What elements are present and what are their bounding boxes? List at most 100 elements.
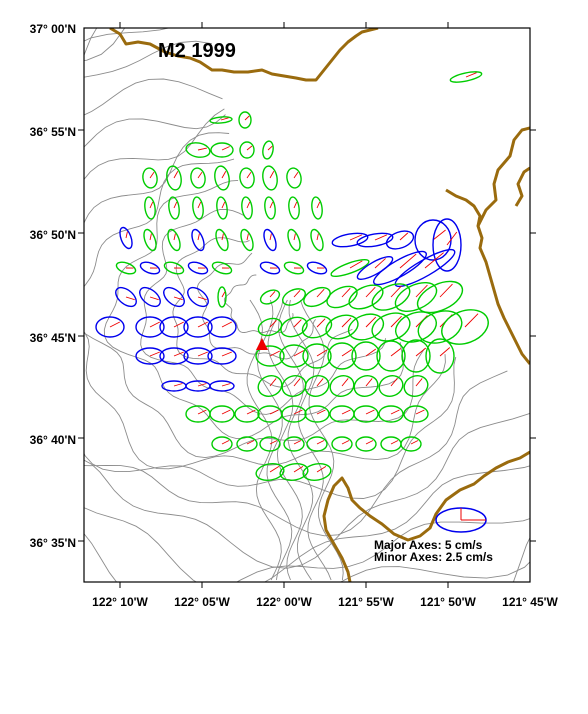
phase-line bbox=[221, 321, 233, 328]
lat-label-36-50: 36° 50'N bbox=[30, 228, 76, 242]
phase-line bbox=[125, 267, 134, 269]
tidal-ellipse bbox=[304, 405, 330, 423]
ellipse-outline bbox=[330, 259, 370, 277]
tidal-ellipse bbox=[163, 286, 185, 308]
phase-line bbox=[349, 260, 363, 269]
tidal-ellipse bbox=[115, 261, 137, 275]
lon-label-121-55: 121° 55'W bbox=[338, 595, 394, 609]
phase-line bbox=[349, 234, 363, 241]
tidal-ellipse bbox=[303, 286, 331, 308]
ellipse-outline bbox=[214, 165, 230, 191]
ellipse-outline bbox=[286, 167, 302, 189]
tidal-ellipse bbox=[234, 405, 260, 423]
tidal-ellipse bbox=[183, 316, 213, 338]
tidal-ellipse bbox=[348, 284, 384, 310]
phase-line bbox=[316, 267, 325, 269]
phase-line bbox=[424, 252, 444, 269]
tidal-ellipse bbox=[380, 436, 402, 452]
contour-line bbox=[197, 252, 316, 360]
phase-line bbox=[246, 145, 253, 151]
phase-line bbox=[432, 229, 446, 241]
tidal-ellipse bbox=[217, 286, 227, 308]
ellipse-outline bbox=[211, 436, 233, 452]
ellipse-outline bbox=[209, 405, 235, 423]
phase-line bbox=[246, 201, 251, 209]
phase-line bbox=[269, 267, 278, 269]
phase-line bbox=[316, 378, 324, 387]
phase-line bbox=[415, 409, 425, 415]
tidal-ellipse bbox=[190, 167, 206, 189]
phase-line bbox=[246, 171, 252, 179]
tidal-ellipse bbox=[432, 218, 462, 272]
tidal-ellipse bbox=[326, 285, 358, 309]
tidal-ellipses bbox=[95, 71, 489, 481]
ellipse-outline bbox=[376, 340, 406, 372]
ellipse-outline bbox=[190, 167, 206, 189]
phase-line bbox=[197, 409, 207, 415]
tidal-ellipse bbox=[139, 261, 161, 275]
phase-line bbox=[173, 296, 183, 301]
phase-line bbox=[341, 409, 351, 415]
phase-line bbox=[197, 267, 206, 269]
phase-line bbox=[173, 321, 185, 328]
phase-line bbox=[415, 378, 423, 387]
tidal-ellipse bbox=[143, 228, 157, 252]
ellipse-outline bbox=[217, 286, 227, 308]
ellipse-outline bbox=[259, 289, 281, 305]
ellipse-outline bbox=[353, 375, 379, 397]
contour-line bbox=[103, 179, 404, 440]
ellipse-outline bbox=[347, 313, 385, 341]
ellipse-outline bbox=[115, 286, 137, 308]
phase-line bbox=[293, 289, 301, 298]
tidal-ellipse bbox=[449, 71, 483, 83]
phase-line bbox=[269, 320, 277, 328]
phase-line bbox=[267, 145, 273, 151]
tidal-ellipse bbox=[209, 405, 235, 423]
phase-line bbox=[246, 409, 256, 415]
tidal-ellipse bbox=[310, 228, 324, 252]
phase-line bbox=[109, 321, 121, 328]
tidal-ellipse bbox=[259, 289, 281, 305]
phase-line bbox=[244, 115, 250, 121]
ellipse-outline bbox=[304, 375, 330, 397]
tidal-ellipse bbox=[351, 341, 381, 371]
tidal-ellipse bbox=[281, 375, 307, 397]
tidal-ellipse bbox=[306, 261, 328, 275]
phase-line bbox=[149, 321, 161, 328]
tidal-ellipse bbox=[207, 347, 237, 365]
ellipse-outline bbox=[351, 341, 381, 371]
ellipse-outline bbox=[279, 463, 309, 481]
tidal-ellipse bbox=[311, 196, 323, 220]
phase-line bbox=[316, 233, 319, 241]
contour-canyon bbox=[299, 299, 344, 581]
phase-line bbox=[341, 440, 350, 445]
map-frame bbox=[83, 27, 531, 583]
coastline-east-inlet bbox=[514, 166, 530, 207]
phase-line bbox=[173, 201, 178, 209]
phase-line bbox=[341, 317, 352, 328]
ellipse-outline bbox=[159, 347, 189, 365]
ellipse-outline bbox=[255, 463, 285, 481]
ellipse-outline bbox=[262, 165, 278, 191]
ellipse-outline bbox=[163, 286, 185, 308]
tidal-ellipse bbox=[216, 196, 228, 220]
phase-line bbox=[399, 232, 409, 241]
tidal-ellipse bbox=[378, 375, 404, 397]
phase-line bbox=[316, 465, 327, 473]
tidal-ellipse bbox=[238, 111, 252, 129]
coastline-monterey-east bbox=[445, 188, 530, 365]
ellipse-outline bbox=[400, 436, 422, 452]
ellipse-outline bbox=[417, 310, 463, 344]
lon-label-122-00: 122° 00'W bbox=[256, 595, 312, 609]
ellipse-outline bbox=[403, 375, 429, 397]
contour-line bbox=[84, 40, 530, 582]
ellipse-outline bbox=[166, 165, 182, 191]
contour-line bbox=[84, 132, 446, 470]
contour-line bbox=[84, 108, 457, 499]
tidal-ellipse bbox=[255, 463, 285, 481]
tidal-ellipse bbox=[281, 405, 307, 423]
tidal-ellipse bbox=[95, 316, 125, 338]
ellipse-outline bbox=[302, 463, 332, 481]
latitude-labels: 37° 00'N 36° 55'N 36° 50'N 36° 45'N 36° … bbox=[30, 22, 76, 550]
phase-line bbox=[341, 287, 351, 298]
